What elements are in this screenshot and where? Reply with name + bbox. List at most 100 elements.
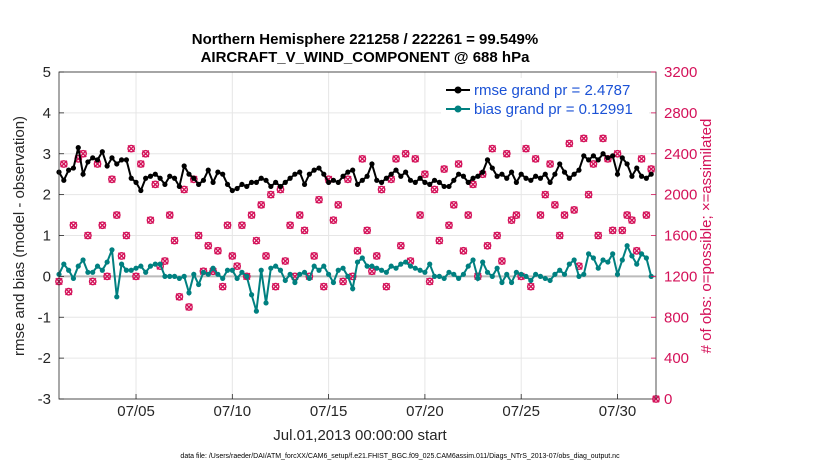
rmse-data-point (85, 159, 91, 165)
obs-count-marker (218, 282, 227, 291)
y-tick-label-right: 400 (664, 350, 689, 367)
obs-assimilated-point (426, 277, 434, 286)
y-axis-label-right: # of obs: o=possible; ×=assimilated (698, 119, 715, 354)
rmse-data-point (523, 175, 529, 181)
obs-assimilated-point (247, 211, 256, 219)
bias-data-point (171, 273, 178, 279)
rmse-data-point (99, 149, 105, 155)
obs-assimilated-point (633, 247, 641, 255)
obs-possible-point (613, 149, 622, 158)
obs-assimilated-point (493, 231, 501, 240)
obs-count-marker (319, 282, 328, 291)
bias-data-point (277, 267, 284, 273)
obs-possible-point (343, 175, 352, 184)
rmse-data-point (518, 171, 524, 177)
obs-count-marker (372, 252, 381, 260)
bias-data-point (547, 277, 553, 284)
obs-assimilated-point (435, 236, 444, 245)
bias-data-point (369, 263, 375, 269)
obs-count-marker (469, 180, 477, 189)
rmse-data-point (244, 183, 250, 190)
obs-possible-point (421, 170, 429, 179)
rmse-data-point (162, 181, 168, 188)
bias-data-point (70, 275, 77, 282)
obs-assimilated-point (454, 160, 463, 168)
obs-count-marker (122, 231, 131, 240)
tick-labels: 07/05 07/10 07/15 07/20 07/25 07/30 -3 -2 -1 0 1 2 3… (38, 64, 698, 420)
bias-data-point (528, 277, 534, 284)
rmse-data-point (61, 177, 67, 183)
rmse-data-point (186, 171, 192, 177)
obs-count-marker (108, 175, 116, 184)
rmse-data-point (460, 173, 467, 179)
rmse-data-point (436, 179, 442, 185)
obs-possible-point (286, 221, 294, 230)
bias-data-point (273, 263, 279, 269)
y-tick-label-left: 2 (43, 187, 51, 204)
rmse-data-point (138, 187, 144, 194)
obs-assimilated-point (377, 185, 386, 194)
obs-assimilated-point (580, 134, 588, 143)
obs-assimilated-point (397, 242, 405, 250)
obs-assimilated-point (166, 211, 174, 219)
obs-count-marker (194, 231, 203, 240)
rmse-data-point (638, 173, 645, 179)
bias-data-point (523, 273, 529, 279)
rmse-data-point (456, 171, 462, 177)
obs-possible-point (315, 195, 323, 204)
obs-count-marker (127, 144, 136, 153)
obs-count-marker (584, 190, 593, 199)
obs-assimilated-point (512, 211, 521, 219)
obs-possible-point (151, 180, 160, 189)
obs-possible-point (411, 154, 420, 163)
bias-data-point (229, 267, 235, 273)
rmse-data-point (128, 175, 134, 181)
obs-possible-point (146, 216, 155, 225)
obs-count-marker (228, 252, 237, 260)
bias-data-point (634, 261, 640, 267)
rmse-data-point (330, 177, 337, 183)
rmse-data-point (311, 167, 317, 173)
rmse-data-point (398, 173, 404, 179)
rmse-data-point (576, 167, 582, 173)
rmse-data-point (253, 179, 259, 185)
obs-possible-point (493, 231, 502, 240)
obs-assimilated-point (541, 190, 549, 199)
obs-possible-point (464, 211, 473, 219)
obs-possible-point (136, 160, 145, 168)
bias-data-point (75, 263, 81, 269)
obs-assimilated-point (84, 231, 92, 240)
x-tick-label: 07/25 (502, 403, 540, 420)
bias-data-point (590, 255, 597, 261)
bias-data-point (90, 269, 96, 275)
bias-data-point (374, 265, 380, 271)
obs-count-marker (401, 149, 410, 158)
obs-count-marker (618, 226, 627, 235)
obs-possible-point (64, 287, 73, 296)
rmse-data-point (533, 173, 539, 179)
rmse-data-point (364, 173, 370, 179)
obs-possible-point (449, 200, 458, 209)
y-tick-label-left: 0 (43, 268, 51, 285)
obs-possible-point (377, 185, 386, 194)
rmse-data-point (277, 183, 284, 190)
rmse-data-point (70, 165, 77, 171)
bias-data-point (176, 275, 182, 282)
obs-assimilated-point (594, 231, 602, 240)
obs-assimilated-point (599, 134, 607, 143)
bias-data-point (566, 261, 572, 267)
bias-data-point (610, 251, 616, 257)
obs-count-marker (440, 165, 449, 173)
obs-possible-point (334, 200, 343, 209)
obs-assimilated-point (146, 216, 155, 224)
obs-count-marker (165, 211, 174, 219)
obs-assimilated-point (315, 196, 323, 204)
rmse-data-point (629, 173, 635, 179)
rmse-data-point (557, 161, 563, 167)
rmse-data-point (316, 165, 322, 171)
obs-possible-point (392, 154, 400, 163)
obs-count-marker (464, 211, 473, 219)
obs-count-marker (628, 216, 636, 225)
bias-data-point (378, 267, 385, 273)
obs-count-marker (449, 200, 458, 209)
